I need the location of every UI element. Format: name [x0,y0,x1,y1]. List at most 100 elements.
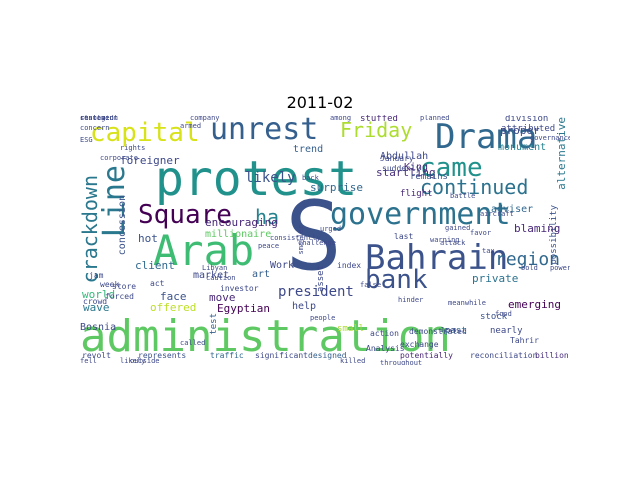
word-region: region [495,249,561,270]
word-friday: Friday [340,118,413,142]
word-back: back [302,174,319,182]
word-remains: remains [410,172,448,182]
word-nearly: nearly [490,326,523,336]
word-people: people [310,314,336,322]
word-reconciliation: reconciliation [470,351,538,360]
word-act: act [150,279,165,288]
word-company: company [190,115,220,122]
word-test: test [209,313,219,335]
word-resolved: resolved [80,115,114,122]
word-concession: concession [117,195,128,256]
word-consistently: consistently [270,234,321,242]
word-ha: ha [255,205,280,229]
word-adviser: adviser [491,204,534,215]
word-past: past [445,326,467,336]
word-small: small [337,324,365,334]
word-urged: urged [320,225,342,233]
word-demonstrated: demonstrated [409,327,467,336]
word-abdullah: Abdullah [380,151,429,162]
chart-title: 2011-02 [286,93,354,112]
word-tahrir: Tahrir [510,336,539,345]
word-concern: concern [80,124,110,132]
word-millionaire: millionaire [205,229,272,240]
word-monument: monument [498,142,547,153]
word-alternative: alternative [555,117,568,190]
word-statement: statement [80,115,118,122]
word-king: King [404,162,429,173]
word-meanwhile: meanwhile [448,299,486,307]
word-offered: offered [150,301,197,314]
word-traffic: traffic [210,351,244,360]
word-armed: armed [180,122,202,130]
word-trend: trend [293,144,324,155]
word-action: action [370,329,399,338]
word-january: January [380,154,414,163]
word-food: food [495,310,512,318]
word-proper: proper [500,124,540,137]
word-crackdown: crackdown [80,175,102,284]
word-among: among [330,115,352,122]
word-tax: tax [482,247,495,255]
word-battle: battle [450,192,476,200]
word-corporate: corporate [100,154,138,162]
word-help: help [292,301,317,312]
word-jews: Jews [440,326,457,334]
word-s: S [285,182,343,292]
word-private: private [472,272,519,285]
word-asset: asset [316,265,326,293]
word-blaming: blaming [514,222,561,235]
word-represents: represents [138,351,187,360]
word-world: world [82,288,116,301]
word-warning: warning [430,236,460,244]
word-likely: likely [245,170,296,186]
word-administration: administration [80,311,451,362]
word-contagion: contagion [80,115,118,122]
word-attack: attack [440,239,466,247]
word-emerging: emerging [508,298,561,311]
word-aircraft: aircraft [480,210,514,218]
word-planned: planned [420,115,450,122]
word-analysis: Analysis [366,344,405,353]
word-surprise: surprise [310,181,363,194]
word-bank: bank [365,265,428,295]
word-bahrain: Bahrain [365,238,509,278]
word-possibility: possibility [549,205,559,265]
word-powerful: powerful [550,264,570,272]
word-caution: caution [206,274,236,282]
word-wave: wave [83,301,110,314]
word-art: art [252,269,271,280]
word-encouraging: encouraging [205,216,278,229]
word-revolt: revolt [82,351,111,360]
word-favor: favor [470,229,492,237]
word-foreigner: foreigner [120,154,180,167]
word-potentially: potentially [400,351,453,360]
word-capital: capital [90,118,200,148]
word-stock: stock [480,312,508,322]
word-move: move [209,291,236,304]
word-called: called [180,339,206,347]
word-forced: forced [105,292,134,301]
word-fell: fell [80,357,97,365]
word-attributed: attributed [501,124,556,134]
word-billion: billion [535,351,569,360]
word-hinder: hinder [398,296,424,304]
word-likely: likely [120,357,146,365]
word-continued: continued [420,175,529,199]
word-jam: jam [89,271,104,280]
word-esg: ESG [80,136,93,144]
word-market: market [193,270,230,281]
word-outside: outside [130,357,160,365]
word-peace: peace [258,242,280,250]
word-square: Square [138,200,232,230]
word-startling: startling [376,166,436,179]
word-egyptian: Egyptian [217,302,270,315]
word-last: last [394,232,414,241]
word-significant: significant [255,351,308,360]
word-came: came [420,153,483,183]
word-government: government [330,197,511,232]
word-governance: governance [530,134,570,142]
word-president: president [278,284,354,300]
word-killed: killed [340,357,366,365]
word-rights: rights [120,144,146,152]
word-work: Work [270,260,295,271]
